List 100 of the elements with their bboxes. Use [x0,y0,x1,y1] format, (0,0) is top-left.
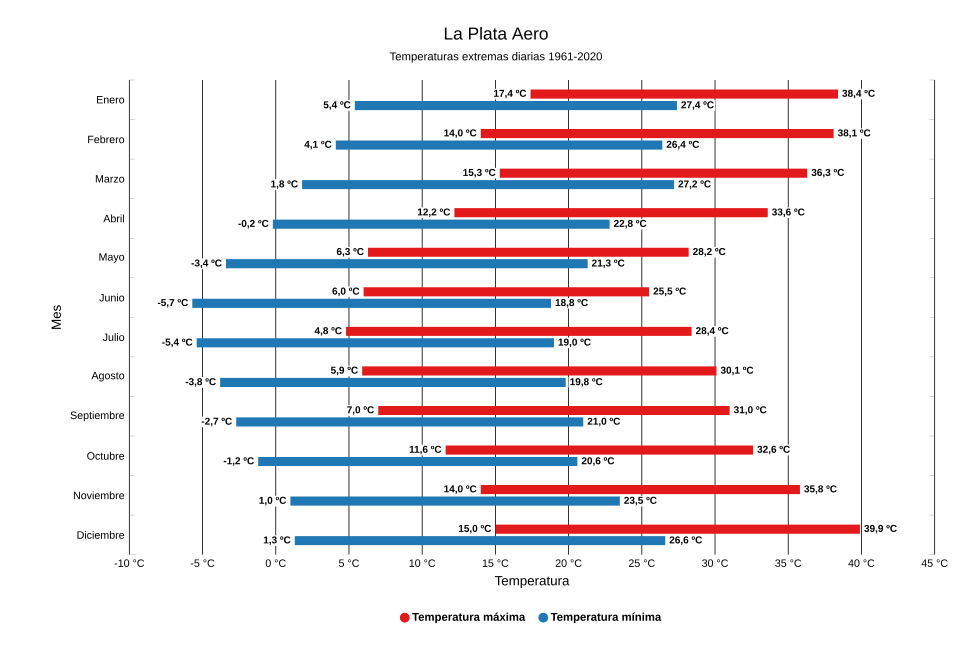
y-tick-label: Mayo [99,253,124,263]
annotation: 4,8 ºC [314,327,342,336]
annotation: 23,5 ºC [624,496,657,506]
annotation: 14,0 ºC [444,486,476,494]
x-tick-label: -5 °C [190,560,214,568]
annotation: 28,2 ºC [693,248,726,257]
annotation: 22,8 ºC [614,220,646,229]
bar [446,446,754,455]
x-tick-label: 0 °C [266,560,286,568]
bar [258,457,578,466]
x-tick-label: 20 °C [556,560,582,568]
bar [336,140,662,150]
bar [226,259,588,268]
annotation: 27,4 ºC [681,101,714,110]
annotation: 5,9 ºC [330,366,358,376]
annotation: 7,0 ºC [347,406,374,415]
y-tick-label: Abril [103,214,124,223]
y-tick-label: Octubre [87,452,124,460]
bar [364,287,650,297]
y-tick-label: Diciembre [78,531,124,539]
bar [454,208,768,218]
annotation: 17,4 ºC [494,90,526,98]
annotation: 19,8 ºC [570,378,602,387]
bar [196,338,554,348]
bar [480,485,800,494]
annotation: 35,8 ºC [804,486,837,494]
annotation: 4,1 ºC [304,140,332,150]
x-tick-label: 10 °C [410,560,436,568]
bar [346,327,692,336]
bar [192,298,552,308]
annotation: 20,6 ºC [582,457,614,466]
y-tick-label: Julio [102,333,124,342]
annotation: 5,4 ºC [324,101,351,110]
annotation: 1,3 ºC [264,536,291,546]
bar [362,366,716,376]
annotation: -2,7 ºC [202,418,232,426]
annotation: 15,3 ºC [463,169,496,178]
annotation: 27,2 ºC [678,180,711,190]
annotation: 36,3 ºC [812,169,844,178]
annotation: 38,1 ºC [838,130,870,138]
y-tick-label: Septiembre [70,411,124,422]
bar [480,129,834,138]
legend-label: Temperatura máxima [412,612,526,624]
y-tick-label: Agosto [91,372,124,382]
bar [495,524,860,534]
x-axis-title: Temperatura [494,576,570,588]
annotation: 1,8 ºC [271,180,298,190]
x-tick-label: 15 °C [482,560,508,568]
bar [272,220,610,229]
x-tick-label: 25 °C [628,560,655,568]
annotation: 38,4 ºC [842,90,875,98]
annotation: -5,4 ºC [162,338,192,348]
annotation: -3,8 ºC [186,378,216,387]
x-tick-label: 35 °C [775,560,802,568]
annotation: 18,8 ºC [556,299,588,308]
annotation: 15,0 ºC [458,525,492,534]
annotation: 26,6 ºC [670,536,702,546]
annotation: -1,2 ºC [224,457,254,466]
x-tick-label: 5 °C [338,560,359,568]
annotation: 31,0 ºC [734,406,766,415]
annotation: 11,6 ºC [410,446,442,454]
y-tick-label: Febrero [88,136,124,144]
annotation: 33,6 ºC [772,208,805,218]
annotation: 6,3 ºC [336,248,364,257]
annotation: -5,7 ºC [158,299,188,308]
annotation: 12,2 ºC [418,208,450,218]
annotation: -3,4 ºC [191,260,222,268]
x-tick-label: -10 °C [114,560,144,568]
bar [378,406,730,416]
y-axis-title: Mes [52,305,61,330]
annotation: 6,0 ºC [332,288,360,296]
annotation: 39,9 ºC [864,525,897,534]
annotation: 26,4 ºC [666,140,700,150]
legend-label: Temperatura mínima [550,612,662,624]
chart-subtitle: Temperaturas extremas diarias 1961-2020 [390,52,602,63]
annotation: 32,6 ºC [757,446,790,454]
bar [354,101,677,110]
annotation: 30,1 ºC [720,366,754,376]
bar [302,180,674,190]
annotation: 1,0 ºC [259,496,286,506]
annotation: 25,5 ºC [653,288,686,296]
annotation: 19,0 ºC [558,338,591,348]
annotation: -0,2 ºC [238,220,269,229]
y-tick-label: Marzo [96,175,124,183]
bar [500,168,808,178]
y-tick-label: Junio [99,294,124,302]
bar [294,536,666,546]
bar [220,378,566,388]
x-tick-label: 40 °C [848,560,874,568]
annotation: 21,3 ºC [592,260,624,268]
x-tick-label: 30 °C [702,560,728,568]
annotation: 21,0 ºC [588,418,620,426]
bar [236,418,584,427]
annotation: 28,4 ºC [696,327,728,336]
chart-title: La Plata Aero [444,27,548,40]
bar [290,496,620,506]
x-tick-label: 45 °C [922,560,948,568]
bar [530,90,838,99]
bar [368,248,689,257]
annotation: 14,0 ºC [444,130,476,138]
